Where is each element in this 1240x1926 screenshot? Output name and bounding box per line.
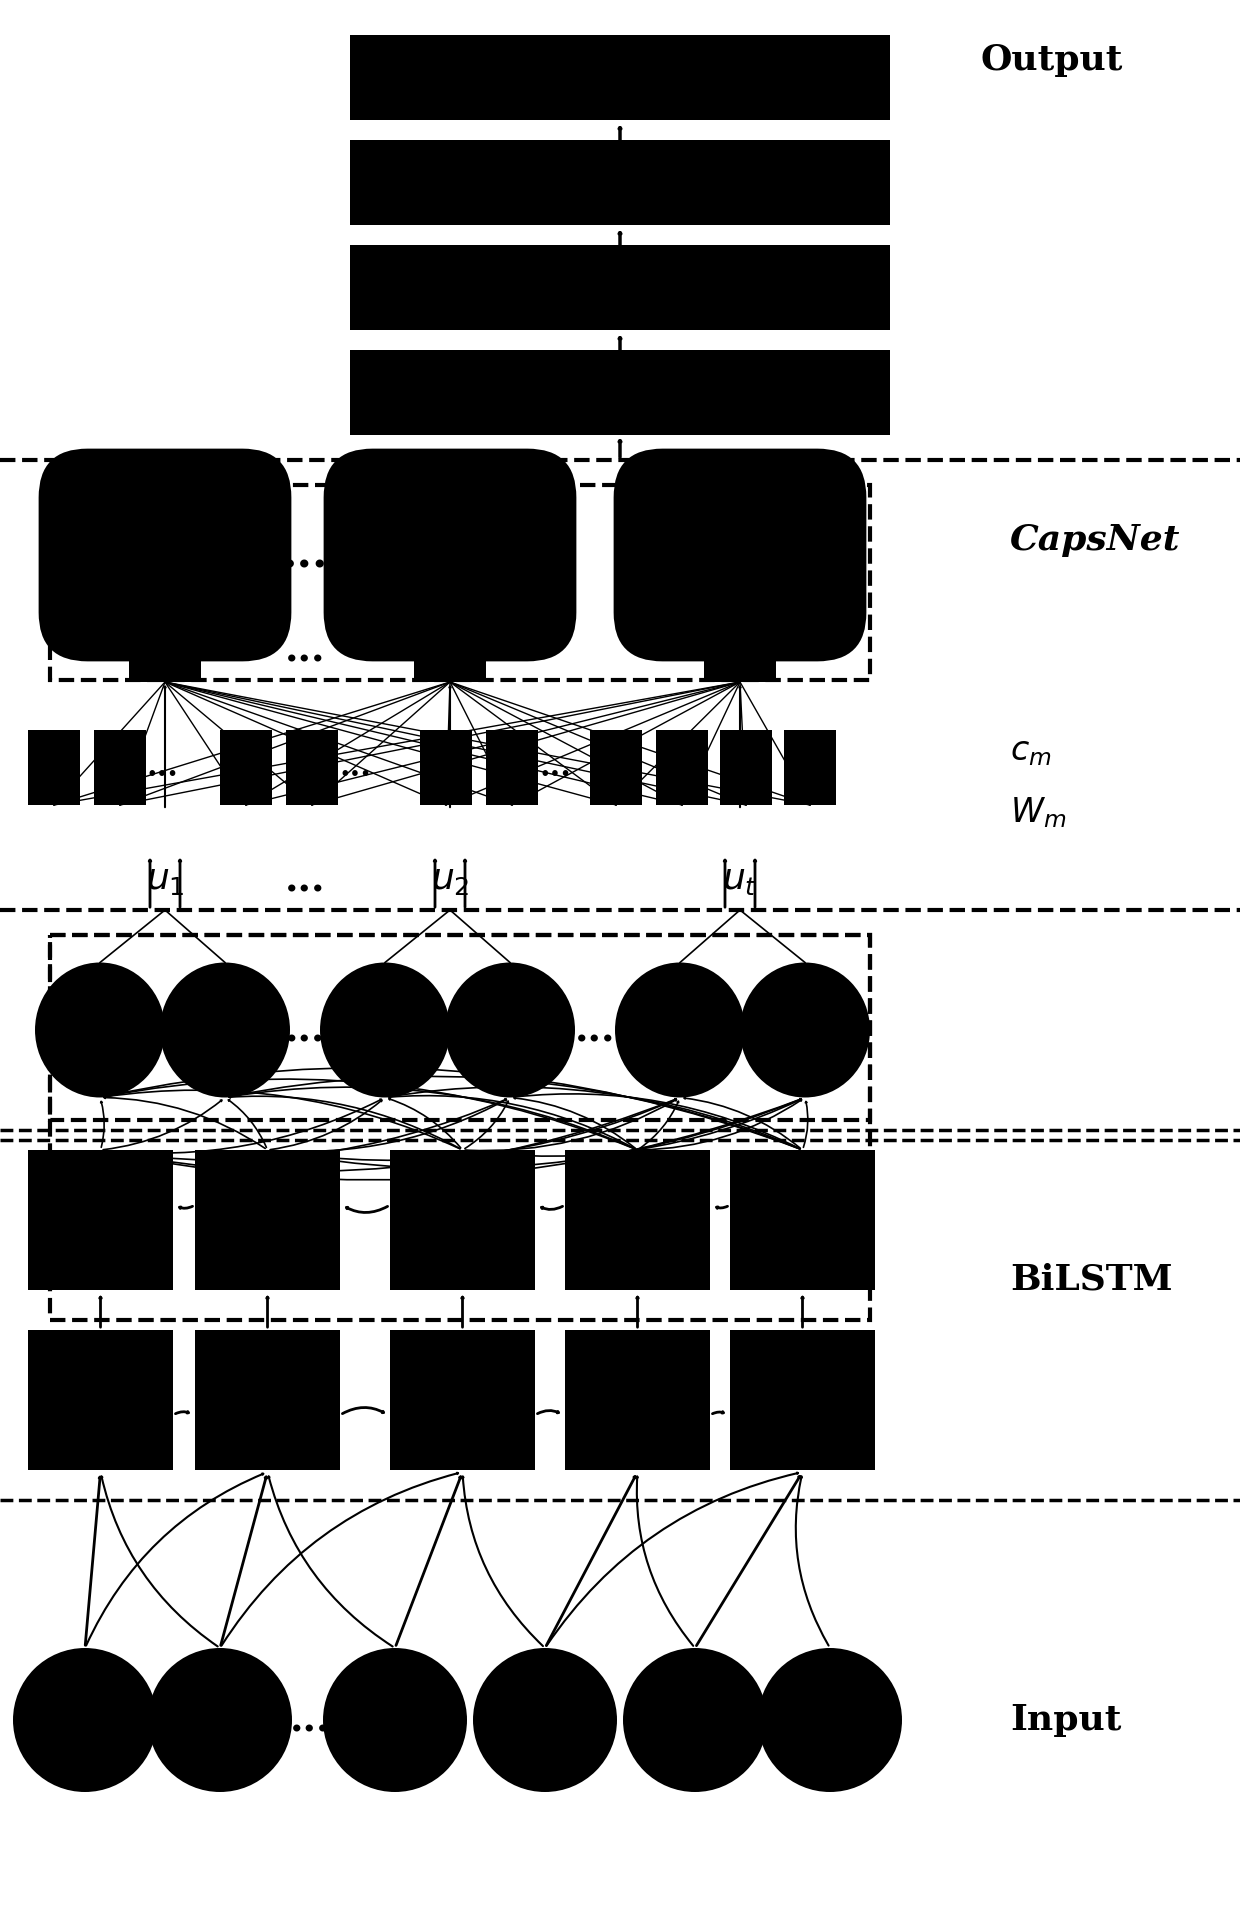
Bar [129, 620, 201, 682]
Text: $c_m$: $c_m$ [1011, 736, 1052, 768]
Bar [730, 1150, 875, 1290]
Bar [29, 1331, 174, 1470]
Bar [590, 730, 642, 805]
Text: ...: ... [622, 1383, 657, 1416]
Bar [350, 141, 890, 225]
Circle shape [622, 1649, 768, 1791]
FancyBboxPatch shape [38, 449, 291, 661]
Bar [565, 1150, 711, 1290]
Text: CapsNet: CapsNet [1011, 524, 1180, 557]
Bar [784, 730, 836, 805]
Text: ...: ... [285, 632, 325, 670]
Bar [29, 1150, 174, 1290]
Bar [195, 1331, 340, 1470]
Circle shape [758, 1649, 901, 1791]
Bar [391, 1331, 534, 1470]
Bar [656, 730, 708, 805]
Text: ...: ... [285, 861, 325, 899]
Bar [391, 1150, 534, 1290]
Bar [195, 1150, 340, 1290]
Text: ...: ... [285, 1011, 325, 1050]
Bar [720, 730, 773, 805]
Bar [50, 485, 870, 680]
Circle shape [322, 1649, 467, 1791]
Text: $u_2$: $u_2$ [430, 863, 469, 898]
Bar [350, 351, 890, 435]
Text: ...: ... [622, 1204, 657, 1236]
Bar [565, 1331, 711, 1470]
Bar [50, 934, 870, 1319]
Text: $u_t$: $u_t$ [722, 863, 758, 898]
Text: ...: ... [339, 751, 371, 784]
Text: BiLSTM: BiLSTM [1011, 1263, 1173, 1296]
Circle shape [472, 1649, 618, 1791]
Bar [219, 730, 272, 805]
Text: $W_m$: $W_m$ [1011, 795, 1066, 830]
Text: ...: ... [281, 534, 329, 576]
Bar [486, 730, 538, 805]
Bar [414, 620, 486, 682]
Ellipse shape [445, 963, 575, 1098]
FancyBboxPatch shape [324, 449, 577, 661]
Ellipse shape [615, 963, 745, 1098]
Text: ...: ... [288, 1204, 322, 1236]
Text: Output: Output [980, 42, 1122, 77]
Bar [420, 730, 472, 805]
Ellipse shape [320, 963, 450, 1098]
Bar [286, 730, 339, 805]
Ellipse shape [740, 963, 870, 1098]
Text: ...: ... [146, 751, 177, 784]
Bar [730, 1331, 875, 1470]
FancyBboxPatch shape [614, 449, 867, 661]
Text: Input: Input [1011, 1703, 1121, 1737]
Bar [704, 620, 776, 682]
Bar [350, 35, 890, 119]
Circle shape [148, 1649, 291, 1791]
Text: ...: ... [575, 1011, 615, 1050]
Ellipse shape [160, 963, 290, 1098]
Bar [50, 934, 870, 1121]
Circle shape [12, 1649, 157, 1791]
Text: ...: ... [539, 751, 570, 784]
Bar [29, 730, 81, 805]
Ellipse shape [35, 963, 165, 1098]
Text: ...: ... [288, 1383, 322, 1416]
Bar [94, 730, 146, 805]
Bar [350, 245, 890, 329]
Text: ...: ... [290, 1701, 330, 1739]
Text: $u_1$: $u_1$ [145, 863, 185, 898]
